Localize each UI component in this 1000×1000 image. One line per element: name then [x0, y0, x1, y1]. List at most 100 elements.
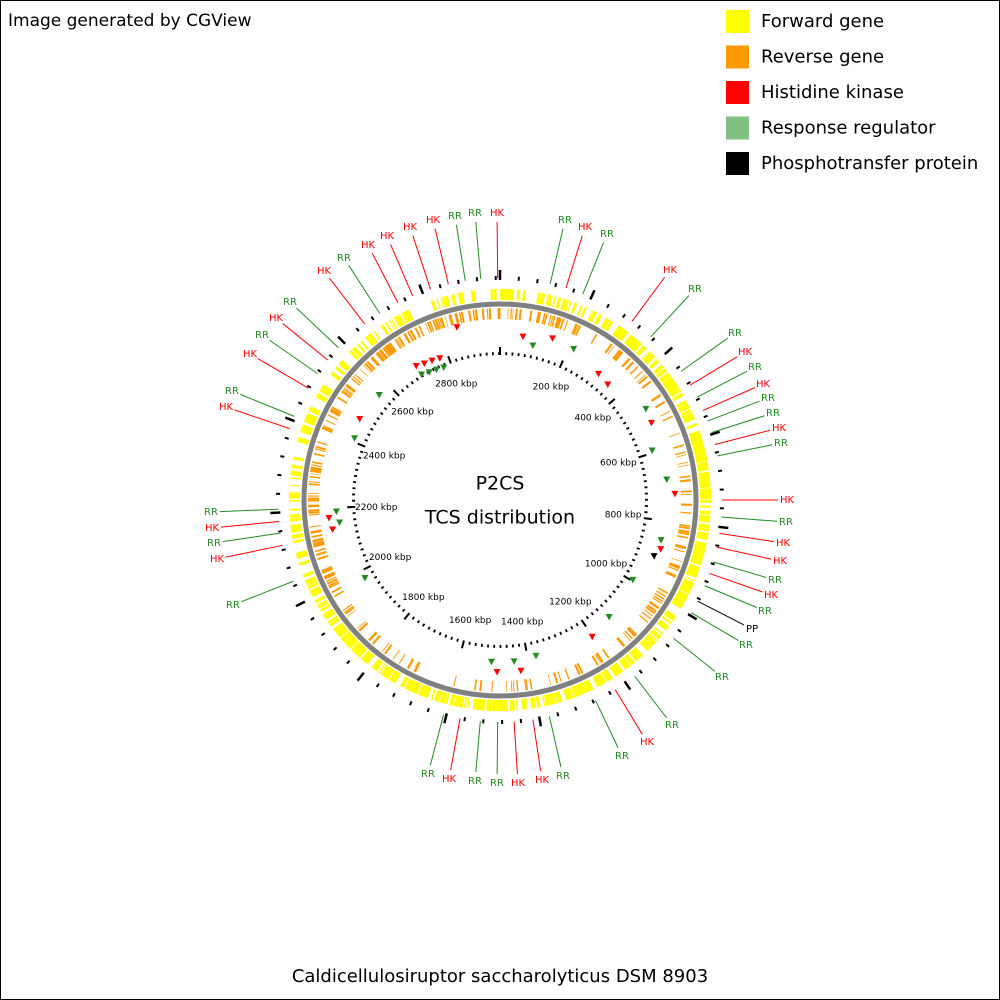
callout-label: RR [761, 393, 775, 404]
forward-gene [415, 683, 422, 694]
ruler-label: 2200 kbp [355, 503, 398, 513]
forward-gene [597, 672, 607, 685]
forward-gene [365, 336, 375, 347]
outer-tick [687, 613, 698, 621]
reverse-gene [310, 467, 322, 471]
reverse-gene [341, 390, 352, 398]
forward-gene [698, 472, 710, 478]
ruler-tick [615, 411, 620, 415]
forward-gene [330, 371, 342, 382]
forward-gene [372, 659, 381, 670]
forward-gene [421, 685, 429, 697]
reverse-gene [671, 557, 682, 563]
outer-tick [337, 335, 347, 345]
forward-gene [699, 510, 711, 515]
reverse-gene [381, 642, 390, 652]
forward-gene [623, 334, 633, 345]
reverse-gene [314, 448, 326, 453]
reverse-gene [629, 365, 639, 375]
reverse-gene [574, 664, 581, 676]
forward-gene [689, 431, 701, 439]
callout-label: RR [337, 253, 351, 264]
callout-label: RR [715, 672, 729, 683]
ruler-tick [473, 354, 476, 358]
feature-rings [288, 288, 712, 712]
forward-gene [664, 380, 677, 390]
ruler-tick [354, 468, 359, 472]
outer-tick [710, 562, 715, 566]
outer-tick [556, 712, 560, 717]
ruler-tick [619, 580, 624, 584]
callout-label: HK [780, 495, 795, 506]
callout-leader [582, 242, 605, 295]
callout-leader [429, 714, 445, 766]
forward-gene [350, 641, 360, 650]
ruler-tick [558, 360, 564, 369]
forward-gene [584, 679, 593, 692]
reverse-gene [316, 552, 327, 557]
forward-gene [560, 299, 568, 311]
forward-gene [535, 292, 542, 304]
ruler-tick [433, 629, 436, 633]
ruler-tick [570, 625, 574, 630]
outer-tick [651, 337, 656, 342]
forward-gene [580, 682, 586, 694]
reverse-gene [363, 364, 372, 374]
ruler-tick [400, 388, 405, 393]
forward-gene [656, 368, 666, 377]
outer-tick [622, 313, 626, 319]
callout-leader [713, 561, 767, 578]
reverse-gene [571, 323, 578, 335]
ruler-tick [354, 524, 358, 527]
outer-tick [328, 354, 334, 359]
ruler-tick [642, 523, 647, 526]
forward-gene [357, 647, 368, 658]
reverse-gene [312, 537, 324, 542]
callout-label: HK [756, 379, 771, 390]
ruler-tick [360, 548, 364, 551]
callout-label: RR [768, 575, 782, 586]
forward-gene [691, 438, 703, 445]
forward-gene [645, 634, 656, 646]
forward-gene [639, 641, 650, 652]
forward-gene [307, 581, 319, 590]
reverse-gene [520, 309, 523, 321]
reverse-gene [398, 336, 406, 347]
ruler-tick [595, 388, 599, 392]
forward-gene [679, 585, 691, 594]
reverse-gene [350, 377, 361, 386]
forward-gene [563, 300, 570, 312]
forward-gene [521, 698, 525, 710]
tcs-marker [529, 342, 537, 349]
tcs-marker [356, 416, 364, 423]
reverse-gene [389, 342, 397, 353]
legend-swatch [726, 152, 749, 175]
outer-tick [704, 579, 709, 584]
ruler-tick [530, 641, 533, 645]
ruler-label: 2000 kbp [369, 553, 412, 563]
reverse-gene [621, 357, 630, 367]
ruler-label: 1800 kbp [402, 593, 445, 603]
ruler-tick [564, 628, 568, 633]
reverse-gene [384, 644, 393, 655]
forward-gene [391, 671, 400, 683]
forward-gene [555, 297, 562, 309]
forward-gene [350, 350, 360, 359]
forward-gene [648, 633, 658, 642]
forward-gene [335, 625, 346, 635]
reverse-gene [409, 329, 417, 341]
forward-gene [470, 290, 476, 302]
outer-tick [717, 469, 723, 473]
forward-gene [626, 336, 635, 347]
forward-gene [617, 328, 627, 340]
forward-gene [547, 295, 553, 307]
forward-gene [373, 659, 383, 671]
ruler-tick [438, 631, 442, 636]
reverse-gene [372, 356, 380, 365]
forward-gene [316, 392, 328, 401]
forward-gene [349, 639, 359, 649]
forward-gene [693, 549, 705, 554]
forward-gene [672, 598, 684, 608]
reverse-gene [607, 345, 615, 355]
reverse-gene [310, 469, 322, 474]
